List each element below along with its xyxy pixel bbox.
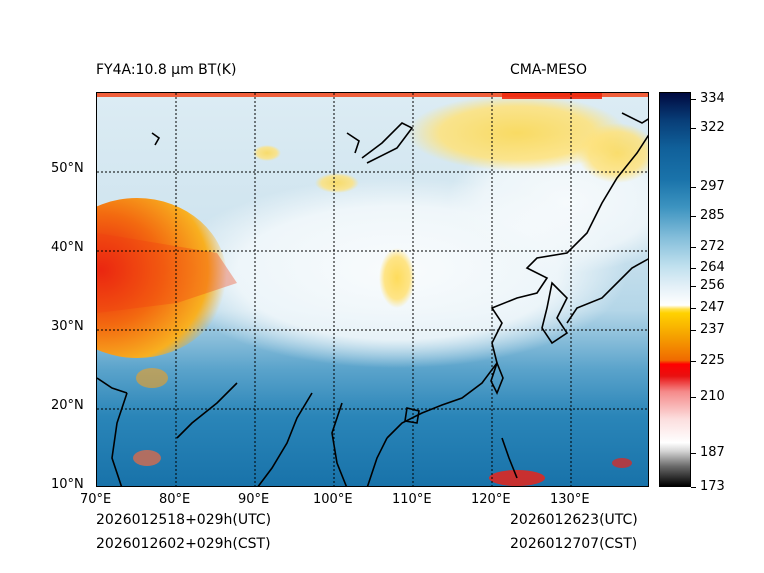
colorbar bbox=[659, 92, 691, 487]
lat-label-30: 30°N bbox=[51, 319, 84, 334]
lon-label-110: 110°E bbox=[392, 492, 432, 507]
lat-label-40: 40°N bbox=[51, 240, 84, 255]
lat-label-10: 10°N bbox=[51, 477, 84, 492]
satellite-map bbox=[96, 92, 649, 487]
colorbar-tick-173: 173 bbox=[700, 479, 725, 494]
colorbar-tick-237: 237 bbox=[700, 322, 725, 337]
lat-label-50: 50°N bbox=[51, 161, 84, 176]
cold-cloud-central bbox=[379, 248, 415, 308]
cold-cloud-west bbox=[97, 198, 227, 358]
colorbar-tick-285: 285 bbox=[700, 208, 725, 223]
convection-west-2 bbox=[136, 368, 168, 388]
top-edge-band bbox=[97, 93, 648, 97]
colorbar-tick-272: 272 bbox=[700, 239, 725, 254]
lon-label-120: 120°E bbox=[471, 492, 511, 507]
colorbar-tick-297: 297 bbox=[700, 179, 725, 194]
lat-label-20: 20°N bbox=[51, 398, 84, 413]
top-edge-red bbox=[502, 93, 602, 99]
lon-label-100: 100°E bbox=[313, 492, 353, 507]
colorbar-tick-187: 187 bbox=[700, 445, 725, 460]
colorbar-tick-256: 256 bbox=[700, 278, 725, 293]
graticule bbox=[97, 93, 648, 486]
convection-sw bbox=[133, 450, 161, 466]
colorbar-tick-210: 210 bbox=[700, 389, 725, 404]
init-time-utc: 2026012518+029h(UTC) bbox=[96, 512, 272, 528]
init-time-cst: 2026012602+029h(CST) bbox=[96, 536, 271, 552]
colorbar-tick-322: 322 bbox=[700, 120, 725, 135]
cold-streaks-west bbox=[97, 233, 237, 313]
colorbar-tick-334: 334 bbox=[700, 91, 725, 106]
valid-time-cst: 2026012707(CST) bbox=[510, 536, 638, 552]
lon-label-80: 80°E bbox=[159, 492, 191, 507]
colorbar-tick-264: 264 bbox=[700, 260, 725, 275]
colorbar-tick-225: 225 bbox=[700, 353, 725, 368]
valid-time-utc: 2026012623(UTC) bbox=[510, 512, 638, 528]
coastlines bbox=[97, 112, 648, 486]
cold-cloud-spot-2 bbox=[253, 145, 281, 161]
satellite-image bbox=[97, 93, 648, 486]
lon-label-90: 90°E bbox=[238, 492, 270, 507]
lon-label-70: 70°E bbox=[80, 492, 112, 507]
source-title: CMA-MESO bbox=[510, 62, 588, 78]
colorbar-tick-247: 247 bbox=[700, 300, 725, 315]
cold-cloud-ne bbox=[577, 123, 648, 183]
cold-cloud-north bbox=[407, 95, 627, 171]
product-title: FY4A:10.8 µm BT(K) bbox=[96, 62, 237, 78]
lon-label-130: 130°E bbox=[550, 492, 590, 507]
convection-se bbox=[612, 458, 632, 468]
cold-cloud-spot bbox=[315, 173, 359, 193]
